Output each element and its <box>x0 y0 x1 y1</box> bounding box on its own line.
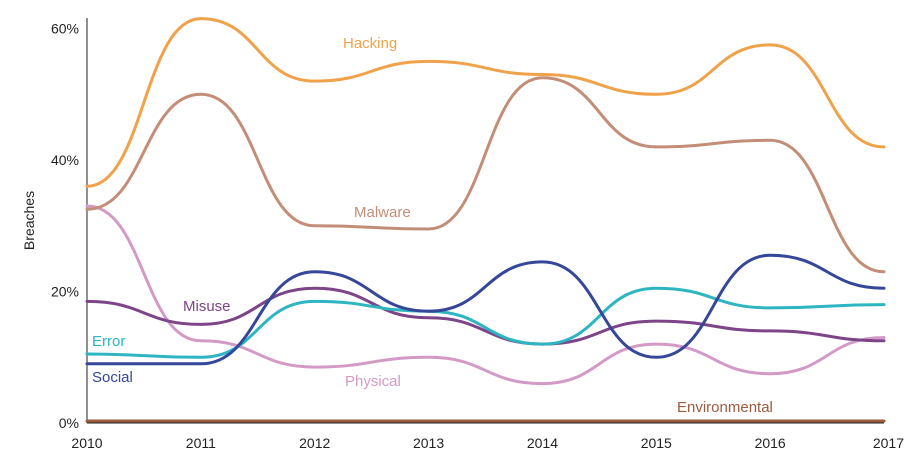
y-tick-label: 40% <box>51 152 79 168</box>
y-tick-label: 20% <box>51 284 79 300</box>
series-label-physical: Physical <box>345 373 401 390</box>
series-label-misuse: Misuse <box>183 298 231 315</box>
y-tick-label: 60% <box>51 21 79 37</box>
x-tick-label: 2017 <box>873 435 904 451</box>
series-label-malware: Malware <box>354 204 411 221</box>
x-tick-label: 2016 <box>755 435 786 451</box>
series-line-malware <box>85 76 886 274</box>
series-line-social <box>85 253 886 366</box>
x-tick-label: 2010 <box>71 435 102 451</box>
series-line-misuse <box>85 286 886 346</box>
series-label-environmental: Environmental <box>677 399 773 416</box>
x-tick-label: 2012 <box>299 435 330 451</box>
series-label-social: Social <box>92 369 133 386</box>
series-line-physical <box>85 204 886 386</box>
x-tick-label: 2013 <box>413 435 444 451</box>
y-axis-title: Breaches <box>21 191 37 250</box>
x-tick-label: 2011 <box>186 435 216 451</box>
x-tick-label: 2015 <box>641 435 672 451</box>
y-tick-labels: 0% 20% 40% 60% <box>51 21 79 432</box>
x-tick-labels: 2010 2011 2012 2013 2014 2015 2016 2017 <box>71 435 904 451</box>
y-tick-label: 0% <box>59 415 79 431</box>
series-lines <box>85 17 886 423</box>
series-line-hacking <box>85 17 886 188</box>
series-line-error <box>85 286 886 359</box>
series-label-hacking: Hacking <box>343 35 397 52</box>
series-labels: Hacking Malware Social Error Misuse Physical E… <box>92 35 773 416</box>
x-tick-label: 2014 <box>527 435 558 451</box>
series-label-error: Error <box>92 333 125 350</box>
